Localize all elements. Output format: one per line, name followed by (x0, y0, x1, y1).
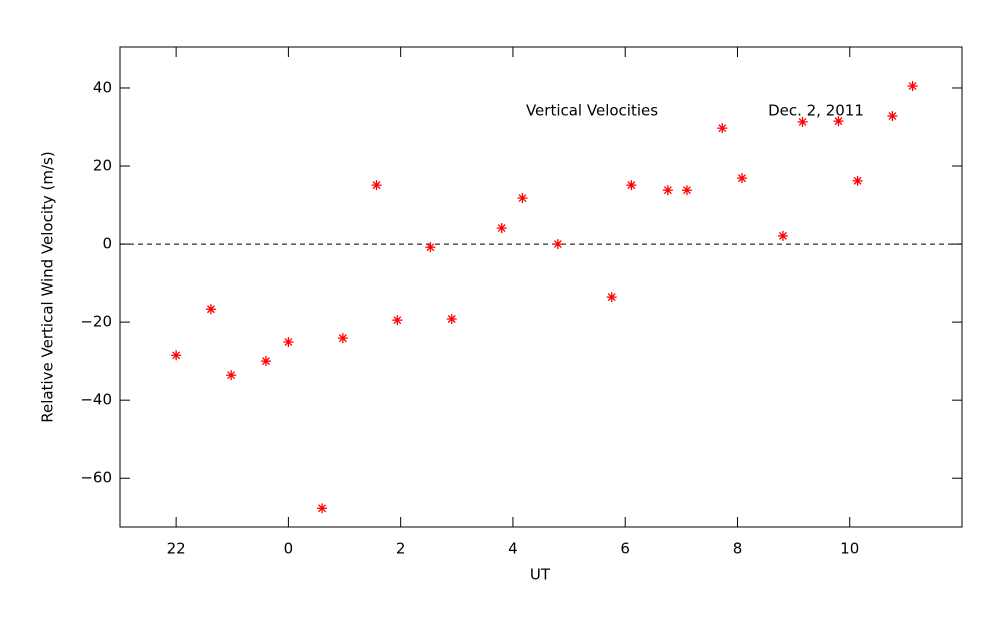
y-tick-label: −60 (80, 469, 112, 487)
point (283, 337, 294, 348)
x-axis-label: UT (530, 566, 551, 584)
point (496, 223, 507, 234)
y-tick-label: 0 (102, 235, 112, 253)
point (371, 180, 382, 191)
point (797, 116, 808, 127)
x-tick-label: 8 (733, 540, 743, 558)
x-tick-label: 10 (840, 540, 859, 558)
point (606, 292, 617, 303)
x-tick-label: 0 (284, 540, 294, 558)
point (552, 239, 563, 250)
y-tick-label: −40 (80, 391, 112, 409)
point (171, 350, 182, 361)
plot-frame (119, 46, 963, 528)
point (260, 356, 271, 367)
annotation: Dec. 2, 2011 (768, 102, 864, 120)
point (887, 111, 898, 122)
annotation: Vertical Velocities (526, 102, 658, 120)
point (337, 333, 348, 344)
x-tick-label: 22 (167, 540, 186, 558)
y-tick-label: −20 (80, 313, 112, 331)
x-tick-label: 6 (620, 540, 630, 558)
x-tick-label: 2 (396, 540, 406, 558)
point (392, 315, 403, 326)
point (626, 180, 637, 191)
y-axis-label: Relative Vertical Wind Velocity (m/s) (39, 151, 57, 422)
y-tick-label: 20 (93, 157, 112, 175)
point (852, 175, 863, 186)
point (226, 370, 237, 381)
point (777, 230, 788, 241)
point (425, 242, 436, 253)
point (907, 81, 918, 92)
point (833, 116, 844, 127)
point (662, 185, 673, 196)
point (517, 193, 528, 204)
point (717, 123, 728, 134)
point (317, 503, 328, 514)
point (205, 304, 216, 315)
point (446, 314, 457, 324)
point (681, 185, 692, 196)
y-tick-label: 40 (93, 78, 112, 96)
x-tick-label: 4 (508, 540, 518, 558)
point (736, 173, 747, 184)
